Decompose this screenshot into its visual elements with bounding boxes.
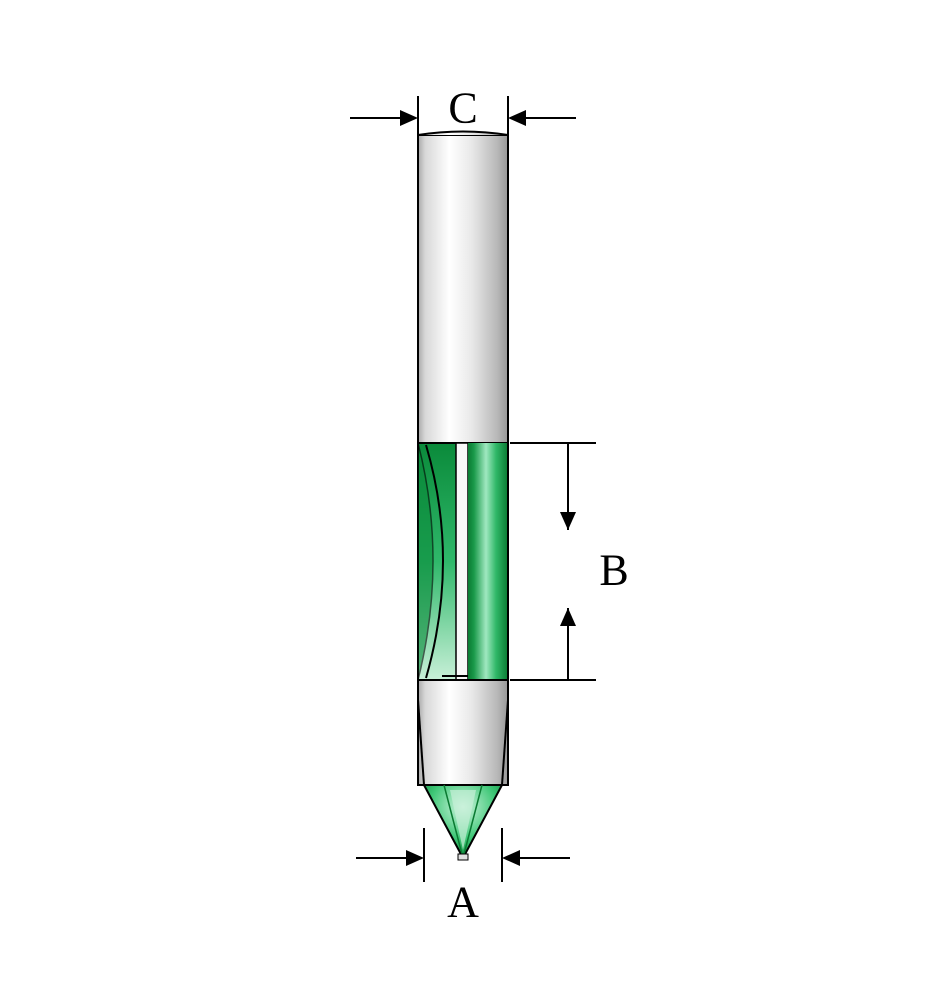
collar-body <box>418 680 508 785</box>
shank-body <box>418 132 508 444</box>
cutter-body <box>418 443 508 680</box>
label-b: B <box>599 545 628 596</box>
router-bit-diagram <box>0 0 927 1000</box>
label-a: A <box>447 877 479 928</box>
v-tip <box>424 785 502 860</box>
label-c: C <box>448 83 477 134</box>
dimension-b <box>510 443 596 680</box>
